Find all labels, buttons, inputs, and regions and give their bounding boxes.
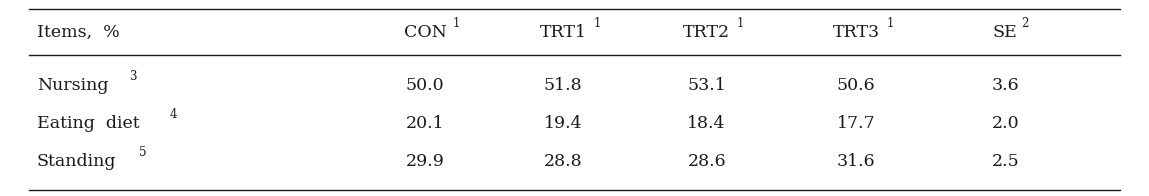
Text: 17.7: 17.7 xyxy=(836,115,876,132)
Text: 29.9: 29.9 xyxy=(406,153,445,170)
Text: 50.0: 50.0 xyxy=(406,77,445,94)
Text: 51.8: 51.8 xyxy=(543,77,583,94)
Text: 2.0: 2.0 xyxy=(992,115,1019,132)
Text: 18.4: 18.4 xyxy=(687,115,726,132)
Text: 1: 1 xyxy=(593,17,601,30)
Text: SE: SE xyxy=(993,24,1018,41)
Text: 1: 1 xyxy=(453,17,460,30)
Text: 28.6: 28.6 xyxy=(687,153,726,170)
Text: 2.5: 2.5 xyxy=(992,153,1019,170)
Text: TRT3: TRT3 xyxy=(832,24,880,41)
Text: Nursing: Nursing xyxy=(37,77,108,94)
Text: 1: 1 xyxy=(737,17,745,30)
Text: TRT1: TRT1 xyxy=(540,24,586,41)
Text: 20.1: 20.1 xyxy=(406,115,445,132)
Text: CON: CON xyxy=(403,24,447,41)
Text: TRT2: TRT2 xyxy=(683,24,731,41)
Text: 53.1: 53.1 xyxy=(687,77,726,94)
Text: 31.6: 31.6 xyxy=(836,153,876,170)
Text: 19.4: 19.4 xyxy=(543,115,583,132)
Text: Eating  diet: Eating diet xyxy=(37,115,139,132)
Text: 4: 4 xyxy=(169,108,177,121)
Text: 28.8: 28.8 xyxy=(543,153,583,170)
Text: 3: 3 xyxy=(129,70,137,83)
Text: Items,  %: Items, % xyxy=(37,24,119,41)
Text: 5: 5 xyxy=(139,146,147,159)
Text: 50.6: 50.6 xyxy=(836,77,876,94)
Text: 1: 1 xyxy=(886,17,894,30)
Text: Standing: Standing xyxy=(37,153,116,170)
Text: 3.6: 3.6 xyxy=(992,77,1019,94)
Text: 2: 2 xyxy=(1021,17,1028,30)
